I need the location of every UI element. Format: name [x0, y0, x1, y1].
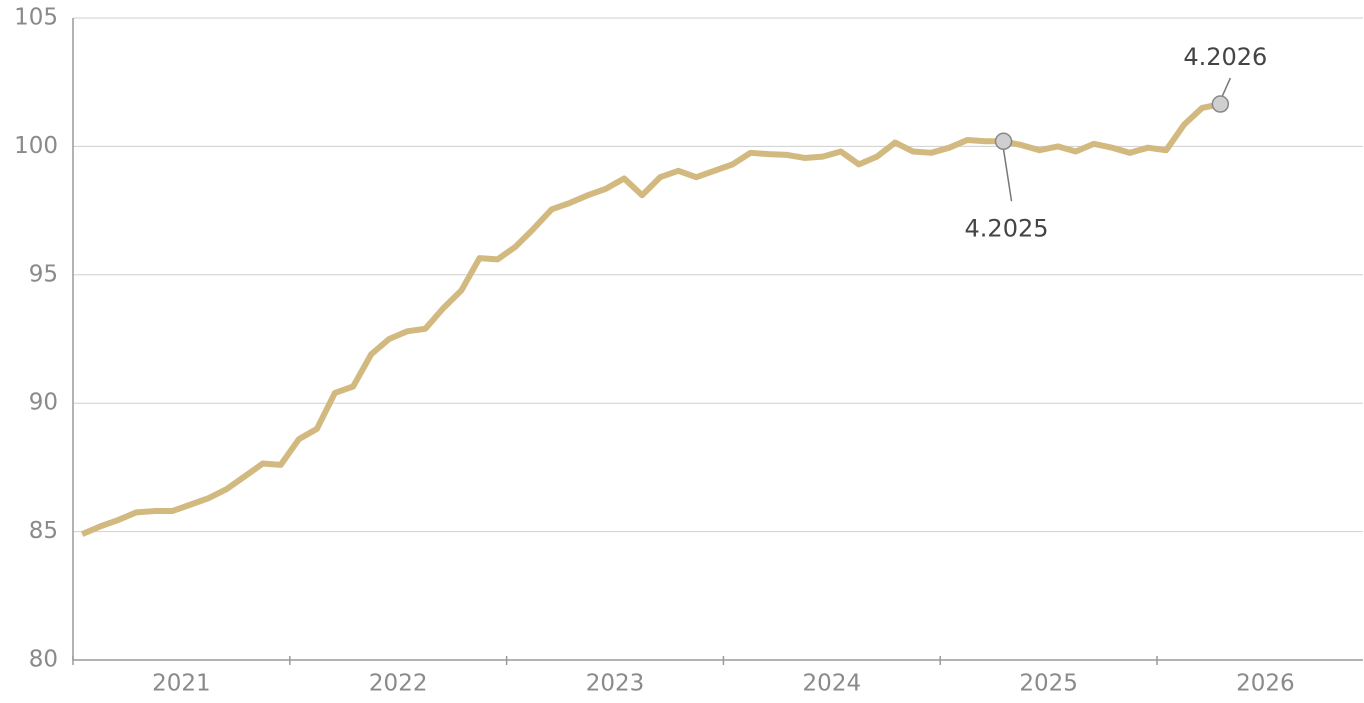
point-marker [1211, 95, 1230, 113]
y-tick-label: 95 [29, 261, 58, 287]
x-tick-label: 2026 [1236, 671, 1295, 697]
x-tick-label: 2025 [1019, 671, 1078, 697]
y-tick-label: 85 [29, 518, 58, 544]
x-tick-label: 2024 [803, 671, 862, 697]
y-tick-label: 80 [29, 647, 58, 673]
leader [1221, 77, 1232, 97]
x-tick-label: 2022 [369, 671, 428, 697]
x-tick-label: 2021 [152, 671, 211, 697]
y-tick-label: 105 [14, 5, 58, 31]
annotation: 4.2026 [1183, 43, 1267, 71]
x-tick-label: 2023 [586, 671, 645, 697]
y-tick-label: 90 [29, 390, 58, 416]
annotation: 4.2025 [965, 214, 1049, 242]
leader [1002, 149, 1013, 202]
line [80, 101, 1221, 537]
point-marker [994, 132, 1013, 151]
y-tick-label: 100 [14, 133, 58, 159]
